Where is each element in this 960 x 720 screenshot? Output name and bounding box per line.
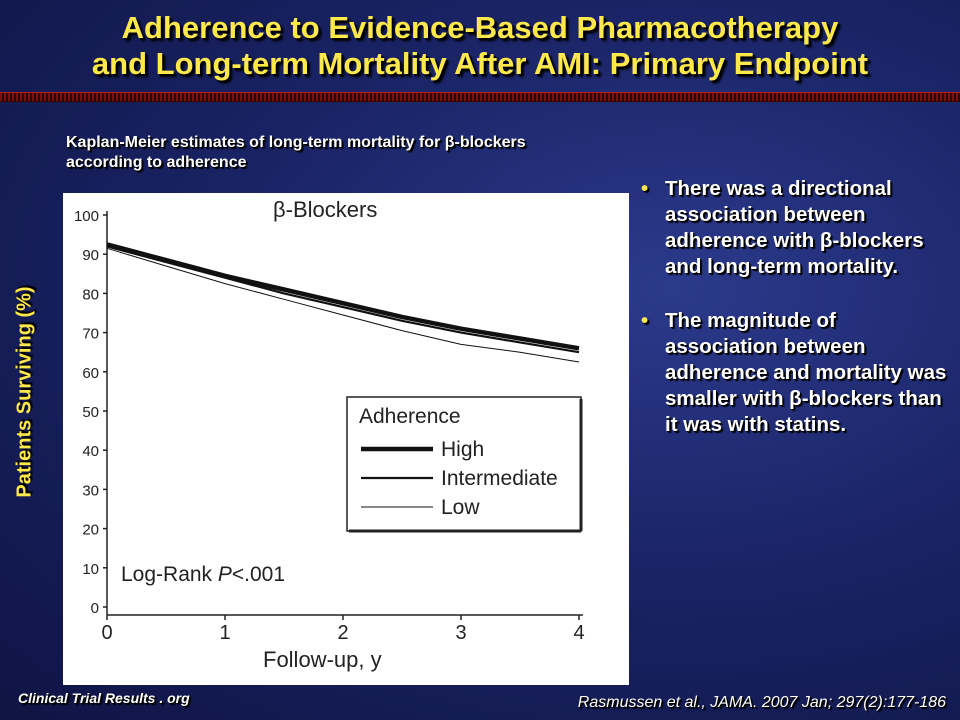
legend-label-intermediate: Intermediate	[441, 467, 558, 490]
chart-panel: β-Blockers 0 10 20 30 40 50 60 70 80 90 100 0 1 2 3 4 A…	[63, 193, 629, 685]
log-rank-annotation: Log-Rank P<.001	[121, 563, 285, 586]
chart-legend: Adherence High Intermediate Low	[346, 396, 583, 533]
km-chart: β-Blockers 0 10 20 30 40 50 60 70 80 90 100 0 1 2 3 4 A…	[74, 197, 585, 672]
series-line-low	[106, 247, 580, 363]
series-line-intermediate	[106, 245, 580, 354]
bullet-item-2: • The magnitude of association between a…	[637, 308, 947, 438]
legend-label-low: Low	[441, 496, 480, 519]
chart-caption: Kaplan-Meier estimates of long-term mort…	[66, 133, 646, 173]
bullet-list: • There was a directional association be…	[637, 176, 947, 466]
y-axis-label: Patients Surviving (%)	[13, 286, 36, 498]
x-tick-label: 0	[101, 622, 112, 644]
site-credit: Clinical Trial Results . org	[18, 690, 190, 706]
x-tick-label: 2	[337, 622, 348, 644]
title-line-1: Adherence to Evidence-Based Pharmacother…	[121, 10, 839, 45]
y-tick-label: 30	[82, 482, 99, 499]
caption-line-2: according to adherence	[66, 154, 247, 171]
bullet-dot-icon: •	[641, 309, 649, 332]
chart-title: β-Blockers	[273, 197, 377, 222]
caption-line-1: Kaplan-Meier estimates of long-term mort…	[66, 134, 526, 151]
y-tick-label: 40	[82, 443, 99, 460]
bullet-dot-icon: •	[641, 177, 649, 200]
title-line-2: and Long-term Mortality After AMI: Prima…	[91, 46, 869, 81]
x-tick-label: 4	[573, 622, 584, 644]
y-tick-label: 20	[82, 522, 99, 539]
x-tick-label: 1	[219, 622, 230, 644]
title-divider	[0, 92, 960, 102]
legend-box	[346, 396, 582, 532]
y-tick-label: 70	[82, 326, 99, 343]
y-tick-label: 90	[82, 247, 99, 264]
bullet-text-1: There was a directional association betw…	[665, 177, 924, 278]
y-tick-label: 100	[74, 208, 99, 225]
legend-label-high: High	[441, 438, 484, 461]
x-axis-title: Follow-up, y	[263, 647, 382, 672]
x-tick-label: 3	[455, 622, 466, 644]
y-tick-label: 10	[82, 561, 99, 578]
bullet-text-2: The magnitude of association between adh…	[665, 309, 947, 436]
bullet-item-1: • There was a directional association be…	[637, 176, 947, 280]
y-tick-label: 50	[82, 404, 99, 421]
y-tick-label: 60	[82, 365, 99, 382]
y-tick-label: 0	[91, 600, 99, 617]
slide-title: Adherence to Evidence-Based Pharmacother…	[0, 10, 960, 82]
series-line-high	[106, 242, 580, 351]
citation: Rasmussen et al., JAMA. 2007 Jan; 297(2)…	[577, 694, 946, 711]
y-tick-label: 80	[82, 286, 99, 303]
legend-title: Adherence	[359, 405, 461, 428]
